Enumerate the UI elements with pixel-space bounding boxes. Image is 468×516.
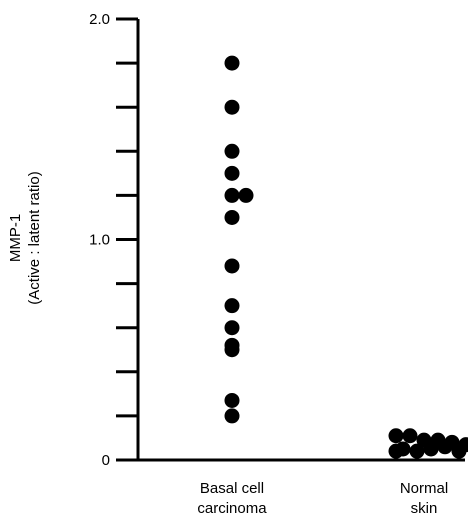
x-axis: Basal cell carcinoma Normal skin [116, 458, 465, 516]
y-tick-label: 0 [102, 452, 110, 469]
data-point [224, 320, 240, 336]
data-point [224, 408, 240, 424]
y-axis: 0 1.0 2.0 [89, 11, 140, 469]
data-point [224, 392, 240, 408]
y-axis-title: MMP-1 (Active : latent ratio) [7, 171, 43, 304]
data-point [224, 55, 240, 71]
x-category-label: Basal cell carcinoma [197, 480, 267, 516]
data-point [224, 209, 240, 225]
data-point [388, 443, 404, 459]
data-point [224, 187, 240, 203]
data-point [224, 143, 240, 159]
data-point [402, 428, 418, 444]
data-points [224, 55, 468, 459]
data-point [238, 187, 254, 203]
data-point [423, 441, 439, 457]
data-point [224, 342, 240, 358]
x-category-label: Normal skin [400, 480, 448, 516]
data-point [224, 165, 240, 181]
data-point [437, 439, 453, 455]
data-point [224, 298, 240, 314]
data-point [224, 258, 240, 274]
y-tick-label: 1.0 [89, 232, 110, 249]
data-point [224, 99, 240, 115]
y-tick-label: 2.0 [89, 11, 110, 28]
data-point [451, 443, 467, 459]
data-point [409, 443, 425, 459]
data-point [388, 428, 404, 444]
